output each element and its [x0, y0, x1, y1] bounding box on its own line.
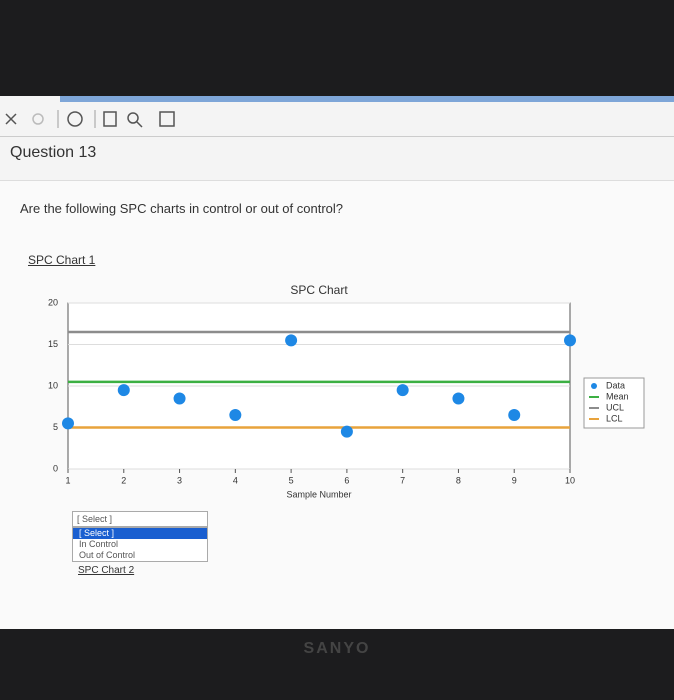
chart-link[interactable]: SPC Chart 2 [78, 565, 135, 576]
doc-icon[interactable] [103, 111, 117, 127]
data-point [508, 409, 521, 422]
info-icon[interactable] [67, 111, 83, 127]
legend-label: Mean [606, 391, 629, 401]
dropdown-list: [ Select ] In Control Out of Control [72, 527, 208, 562]
x-tick-label: 7 [400, 475, 405, 485]
search-icon[interactable] [127, 112, 139, 124]
x-tick-label: 4 [233, 475, 238, 485]
data-point [452, 392, 465, 405]
calc-icon[interactable] [159, 111, 175, 127]
data-point [564, 334, 576, 347]
top-bar [60, 96, 674, 102]
question-text: Are the following SPC charts in control … [20, 201, 343, 216]
x-tick-label: 10 [565, 475, 575, 485]
question-title: Question 13 [10, 144, 97, 161]
data-point [229, 409, 242, 422]
y-tick-label: 10 [48, 380, 58, 390]
dropdown-selected[interactable]: [ Select ] [72, 511, 208, 527]
x-tick-label: 9 [512, 475, 517, 485]
dropdown-option[interactable]: Out of Control [79, 550, 136, 560]
y-tick-label: 20 [48, 297, 58, 307]
legend-marker [591, 383, 597, 389]
data-point [173, 392, 186, 405]
x-tick-label: 6 [344, 475, 349, 485]
chart: SPC Chart 0 5 10 15 20 1 2 3 4 5 6 7 8 9 10 Sample Numbe… [48, 283, 645, 499]
screen: Question 13 Are the following SPC charts… [0, 96, 674, 629]
y-tick-label: 5 [53, 422, 58, 432]
toolbar-icons [5, 110, 175, 128]
chart-link[interactable]: SPC Chart 1 [28, 253, 96, 267]
x-tick-label: 5 [289, 475, 294, 485]
data-point [340, 425, 353, 438]
data-point [62, 417, 74, 430]
question-box: Are the following SPC charts in control … [0, 180, 674, 629]
x-axis-label: Sample Number [286, 489, 351, 499]
y-tick-label: 15 [48, 339, 58, 349]
x-tick-label: 8 [456, 475, 461, 485]
data-point [117, 384, 130, 397]
x-tick-label: 2 [121, 475, 126, 485]
data-point [285, 334, 298, 347]
data-point [396, 384, 409, 397]
legend-label: LCL [606, 413, 623, 423]
y-tick-label: 0 [53, 463, 58, 473]
refresh-icon[interactable] [32, 113, 44, 125]
close-icon[interactable] [5, 113, 17, 125]
toolbar [0, 104, 674, 137]
legend-label: UCL [606, 402, 624, 412]
legend-label: Data [606, 380, 625, 390]
dropdown-option[interactable]: In Control [79, 539, 119, 549]
x-tick-label: 3 [177, 475, 182, 485]
chart-title: SPC Chart [290, 283, 348, 297]
dropdown[interactable]: [ Select ] [ Select ] In Control Out of Co… [72, 511, 208, 562]
x-tick-label: 1 [65, 475, 70, 485]
brand: SANYO [303, 640, 371, 657]
dropdown-option[interactable]: [ Select ] [73, 528, 207, 539]
